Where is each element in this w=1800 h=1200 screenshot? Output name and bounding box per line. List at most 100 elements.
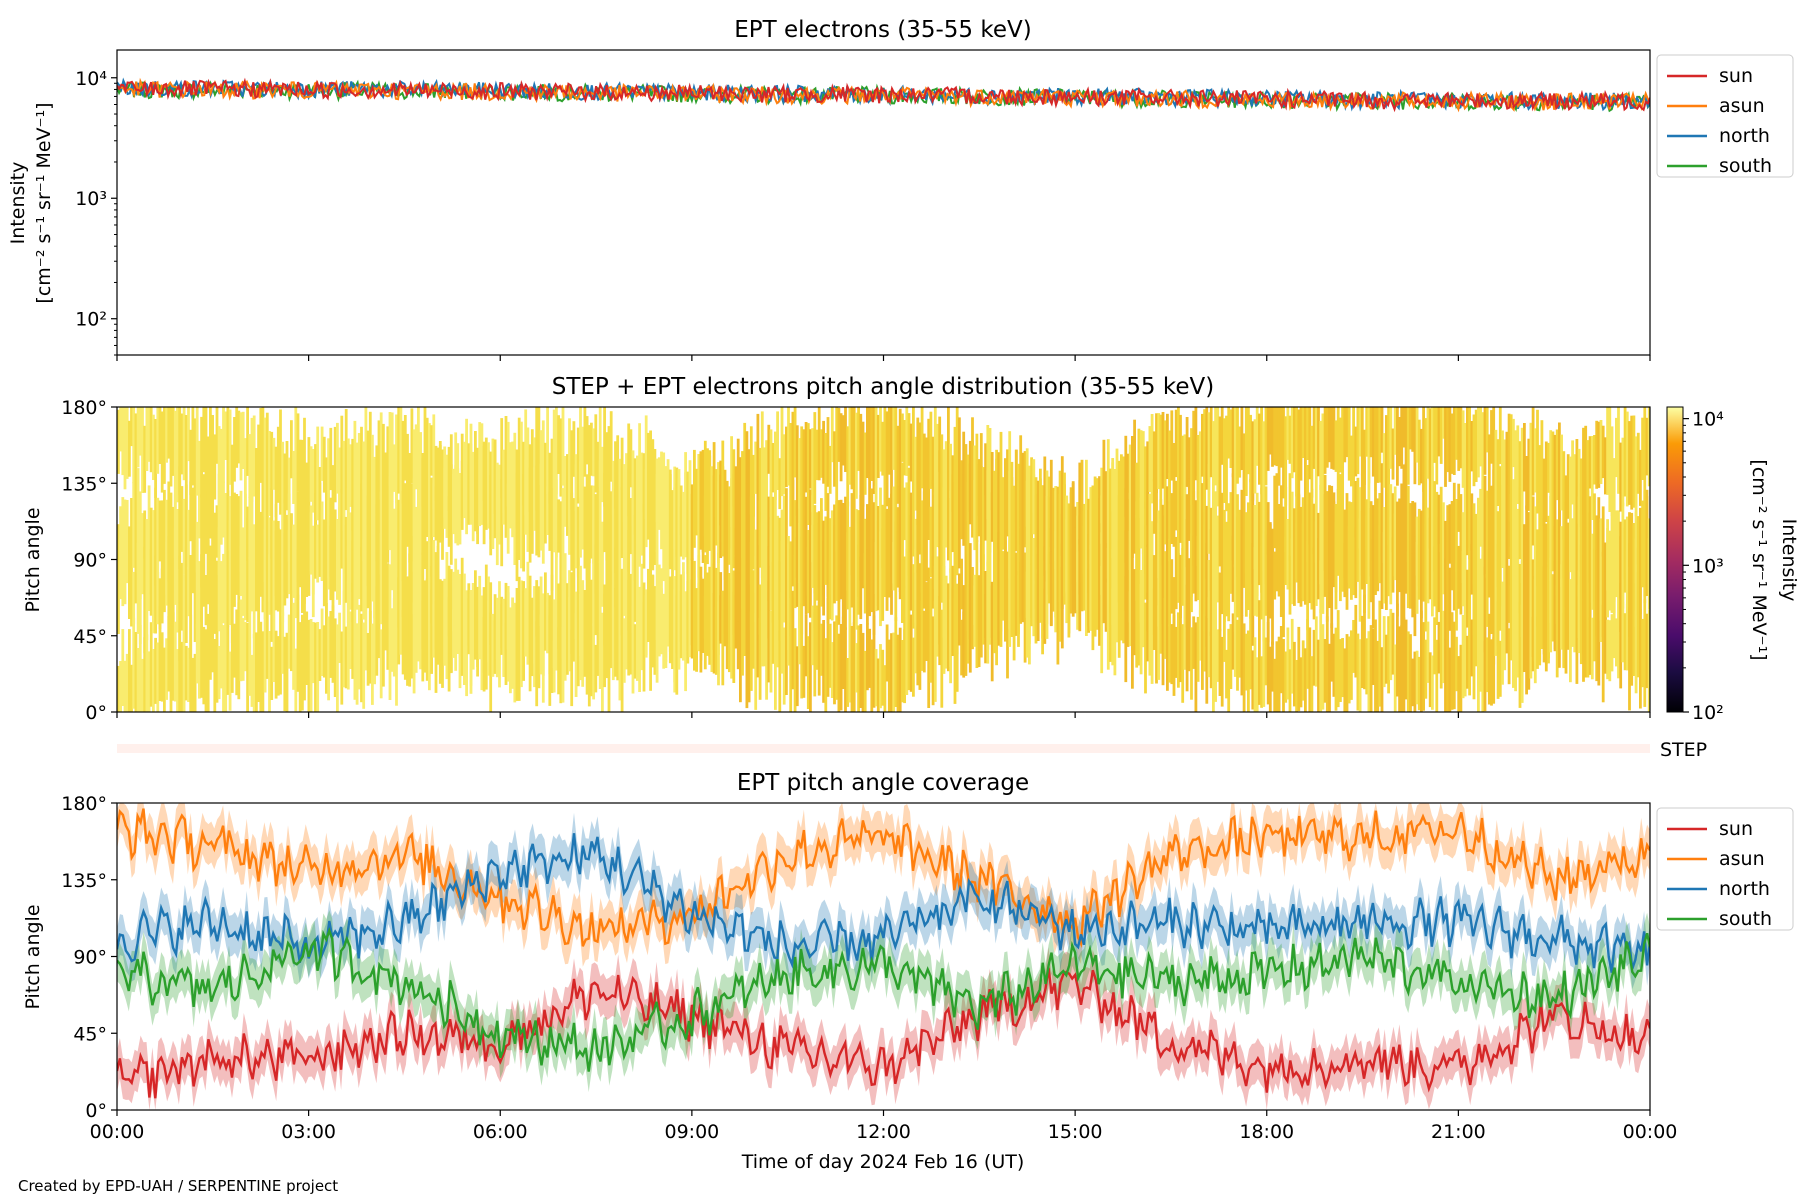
heat-cell — [445, 552, 449, 651]
heat-cell — [265, 601, 269, 679]
heat-cell — [1435, 639, 1439, 712]
x-tick-label: 03:00 — [281, 1121, 336, 1143]
heat-cell — [274, 630, 278, 699]
heat-cell — [592, 428, 595, 477]
heat-cell — [471, 615, 475, 670]
heat-cell — [349, 512, 352, 610]
heat-cell — [995, 551, 998, 619]
heat-cell — [397, 576, 401, 628]
heat-cell — [117, 665, 120, 712]
heat-cell — [859, 413, 863, 510]
heat-cell — [1010, 542, 1014, 637]
heat-cell — [955, 474, 959, 576]
heat-cell — [224, 532, 228, 631]
heat-cell — [907, 551, 911, 630]
heat-cell — [438, 579, 442, 631]
heat-cell — [327, 616, 330, 701]
heat-cell — [1233, 407, 1237, 469]
heat-cell — [736, 438, 740, 544]
heat-cell — [997, 532, 1001, 640]
heat-cell — [395, 414, 398, 504]
heat-cell — [191, 407, 195, 486]
heat-cell — [1201, 527, 1204, 611]
heat-cell — [268, 631, 271, 712]
heat-cell — [1431, 655, 1434, 710]
heat-cell — [1599, 420, 1603, 484]
heat-cell — [620, 487, 624, 558]
heat-cell — [931, 556, 935, 609]
heat-cell — [874, 486, 878, 595]
heat-cell — [1516, 562, 1520, 662]
heat-cell — [933, 407, 937, 495]
heat-cell — [1196, 535, 1200, 600]
heat-cell — [769, 610, 773, 693]
heat-cell — [213, 562, 217, 634]
heat-cell — [1417, 544, 1421, 600]
heat-cell — [1328, 643, 1331, 712]
heat-cell — [579, 594, 582, 681]
heat-cell — [125, 653, 129, 712]
heat-cell — [1185, 584, 1189, 692]
heat-cell — [1536, 616, 1539, 669]
x-tick-label: 18:00 — [1239, 1121, 1294, 1143]
heat-cell — [515, 604, 519, 701]
heat-cell — [903, 629, 906, 704]
heat-cell — [673, 466, 677, 571]
heat-cell — [1544, 441, 1548, 522]
heat-cell — [839, 624, 843, 711]
heat-cell — [898, 524, 902, 600]
heat-cell — [134, 413, 138, 501]
heat-cell — [1398, 417, 1401, 467]
heat-cell — [760, 611, 764, 667]
heat-cell — [695, 588, 698, 672]
heat-cell — [1319, 420, 1323, 491]
heat-cell — [1593, 548, 1596, 602]
heat-cell — [1168, 624, 1171, 683]
heat-cell — [1240, 489, 1244, 563]
heat-cell — [795, 646, 799, 707]
heat-cell — [574, 613, 578, 697]
heat-cell — [355, 504, 359, 558]
heat-cell — [193, 486, 197, 594]
heat-cell — [1001, 477, 1005, 544]
heat-cell — [430, 589, 433, 674]
heat-cell — [209, 407, 212, 492]
heat-cell — [1218, 416, 1222, 516]
heat-cell — [1439, 407, 1443, 464]
heat-cell — [1260, 656, 1263, 708]
heat-cell — [1135, 566, 1139, 668]
heat-cell — [622, 553, 626, 616]
heat-cell — [294, 407, 298, 499]
heat-cell — [397, 499, 401, 594]
heat-cell — [1621, 502, 1625, 609]
heat-cell — [1187, 437, 1191, 488]
heat-cell — [487, 576, 490, 676]
heat-cell — [837, 541, 841, 625]
heat-cell — [1352, 620, 1355, 673]
heat-cell — [1207, 597, 1211, 678]
heat-cell — [1531, 496, 1535, 546]
heat-cell — [971, 440, 974, 538]
heat-cell — [235, 407, 239, 468]
heat-cell — [261, 557, 265, 613]
heat-cell — [419, 432, 422, 514]
heat-cell — [1387, 478, 1390, 545]
heat-cell — [1514, 630, 1517, 692]
heat-cell — [837, 633, 841, 712]
heat-cell — [776, 608, 779, 668]
heat-cell — [382, 503, 385, 570]
heat-cell — [848, 623, 852, 703]
heat-cell — [811, 605, 814, 666]
heat-cell — [1264, 637, 1268, 686]
heat-cell — [458, 478, 462, 545]
heat-cell — [230, 625, 234, 693]
heat-cell — [1380, 533, 1384, 609]
heat-cell — [366, 633, 370, 686]
heat-cell — [1109, 572, 1112, 662]
heat-cell — [213, 434, 217, 500]
heat-cell — [583, 407, 587, 477]
heat-cell — [357, 433, 361, 512]
heat-cell — [160, 632, 164, 702]
heat-cell — [1218, 628, 1222, 696]
heat-cell — [736, 504, 740, 581]
